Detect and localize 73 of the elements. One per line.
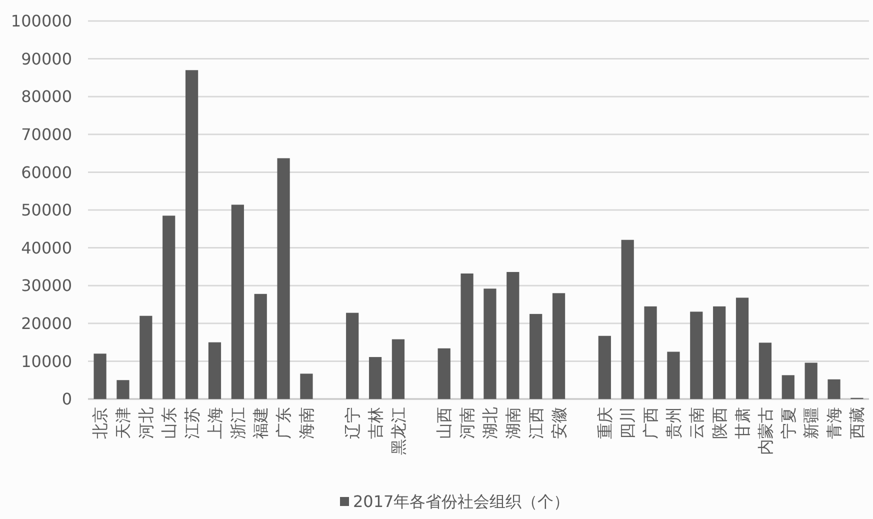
bar <box>277 158 290 399</box>
bar <box>506 272 520 399</box>
x-tick-label: 河南 <box>458 407 477 439</box>
bar <box>94 354 106 399</box>
bar <box>758 342 772 399</box>
bar <box>185 70 198 399</box>
y-tick-label: 40000 <box>21 238 72 258</box>
x-tick-label: 贵州 <box>664 407 684 439</box>
x-tick-label: 天津 <box>114 407 133 439</box>
x-tick-label: 江西 <box>526 407 546 439</box>
bar <box>438 348 450 399</box>
bar <box>598 336 611 399</box>
x-tick-label: 广东 <box>274 407 294 439</box>
x-tick-label: 安徽 <box>549 407 568 439</box>
x-tick-label: 河北 <box>136 407 156 439</box>
bar <box>162 216 176 399</box>
x-tick-label: 黑龙江 <box>388 407 408 455</box>
bar <box>140 316 152 399</box>
bar <box>621 240 634 399</box>
y-tick-label: 30000 <box>21 276 72 296</box>
x-tick-label: 云南 <box>687 407 706 439</box>
x-tick-label: 海南 <box>297 407 316 439</box>
x-tick-label: 湖南 <box>504 407 523 439</box>
x-tick-label: 辽宁 <box>342 407 362 439</box>
bar <box>736 298 749 399</box>
x-tick-label: 北京 <box>90 407 110 439</box>
bar <box>300 374 313 399</box>
bar <box>782 375 794 399</box>
bar <box>231 204 244 399</box>
bar <box>530 314 542 399</box>
x-tick-label: 陕西 <box>710 407 729 439</box>
bar <box>690 312 703 399</box>
y-tick-label: 10000 <box>21 352 72 371</box>
x-tick-label: 山西 <box>434 407 454 439</box>
x-tick-label: 湖北 <box>480 407 500 439</box>
x-tick-label: 上海 <box>205 407 224 439</box>
x-tick-label: 宁夏 <box>778 407 798 439</box>
bar <box>460 274 474 399</box>
bar <box>804 362 818 399</box>
bar <box>208 342 222 399</box>
x-tick-label: 重庆 <box>595 407 614 439</box>
x-tick-label: 内蒙古 <box>756 407 775 455</box>
bar <box>346 312 359 399</box>
x-tick-label: 青海 <box>824 407 844 439</box>
bar <box>713 306 726 399</box>
x-tick-label: 浙江 <box>228 407 248 439</box>
x-tick-label: 新疆 <box>802 407 821 439</box>
bar <box>828 379 840 399</box>
y-tick-label: 100000 <box>10 12 72 31</box>
bar <box>254 294 267 399</box>
y-tick-label: 90000 <box>21 49 72 68</box>
x-tick-label: 山东 <box>159 407 178 439</box>
y-tick-label: 50000 <box>21 200 72 220</box>
bar <box>392 339 405 399</box>
x-tick-label: 吉林 <box>366 407 385 439</box>
x-tick-label: 广西 <box>641 407 660 439</box>
x-tick-label: 甘肃 <box>732 407 752 439</box>
x-tick-label: 西藏 <box>848 407 867 439</box>
legend-label: 2017年各省份社会组织（个） <box>353 492 570 512</box>
y-tick-label: 80000 <box>21 87 72 106</box>
y-tick-label: 0 <box>62 390 72 409</box>
bar <box>552 293 566 399</box>
bar <box>368 357 382 399</box>
x-tick-label: 四川 <box>618 407 638 439</box>
x-tick-label: 福建 <box>251 407 270 439</box>
x-tick-label: 江苏 <box>182 407 202 439</box>
y-tick-label: 70000 <box>21 125 72 144</box>
y-tick-label: 60000 <box>21 162 72 182</box>
bar <box>116 380 130 399</box>
y-tick-label: 20000 <box>21 314 72 333</box>
bar <box>667 352 680 399</box>
bar <box>484 288 496 399</box>
bar <box>644 306 657 399</box>
